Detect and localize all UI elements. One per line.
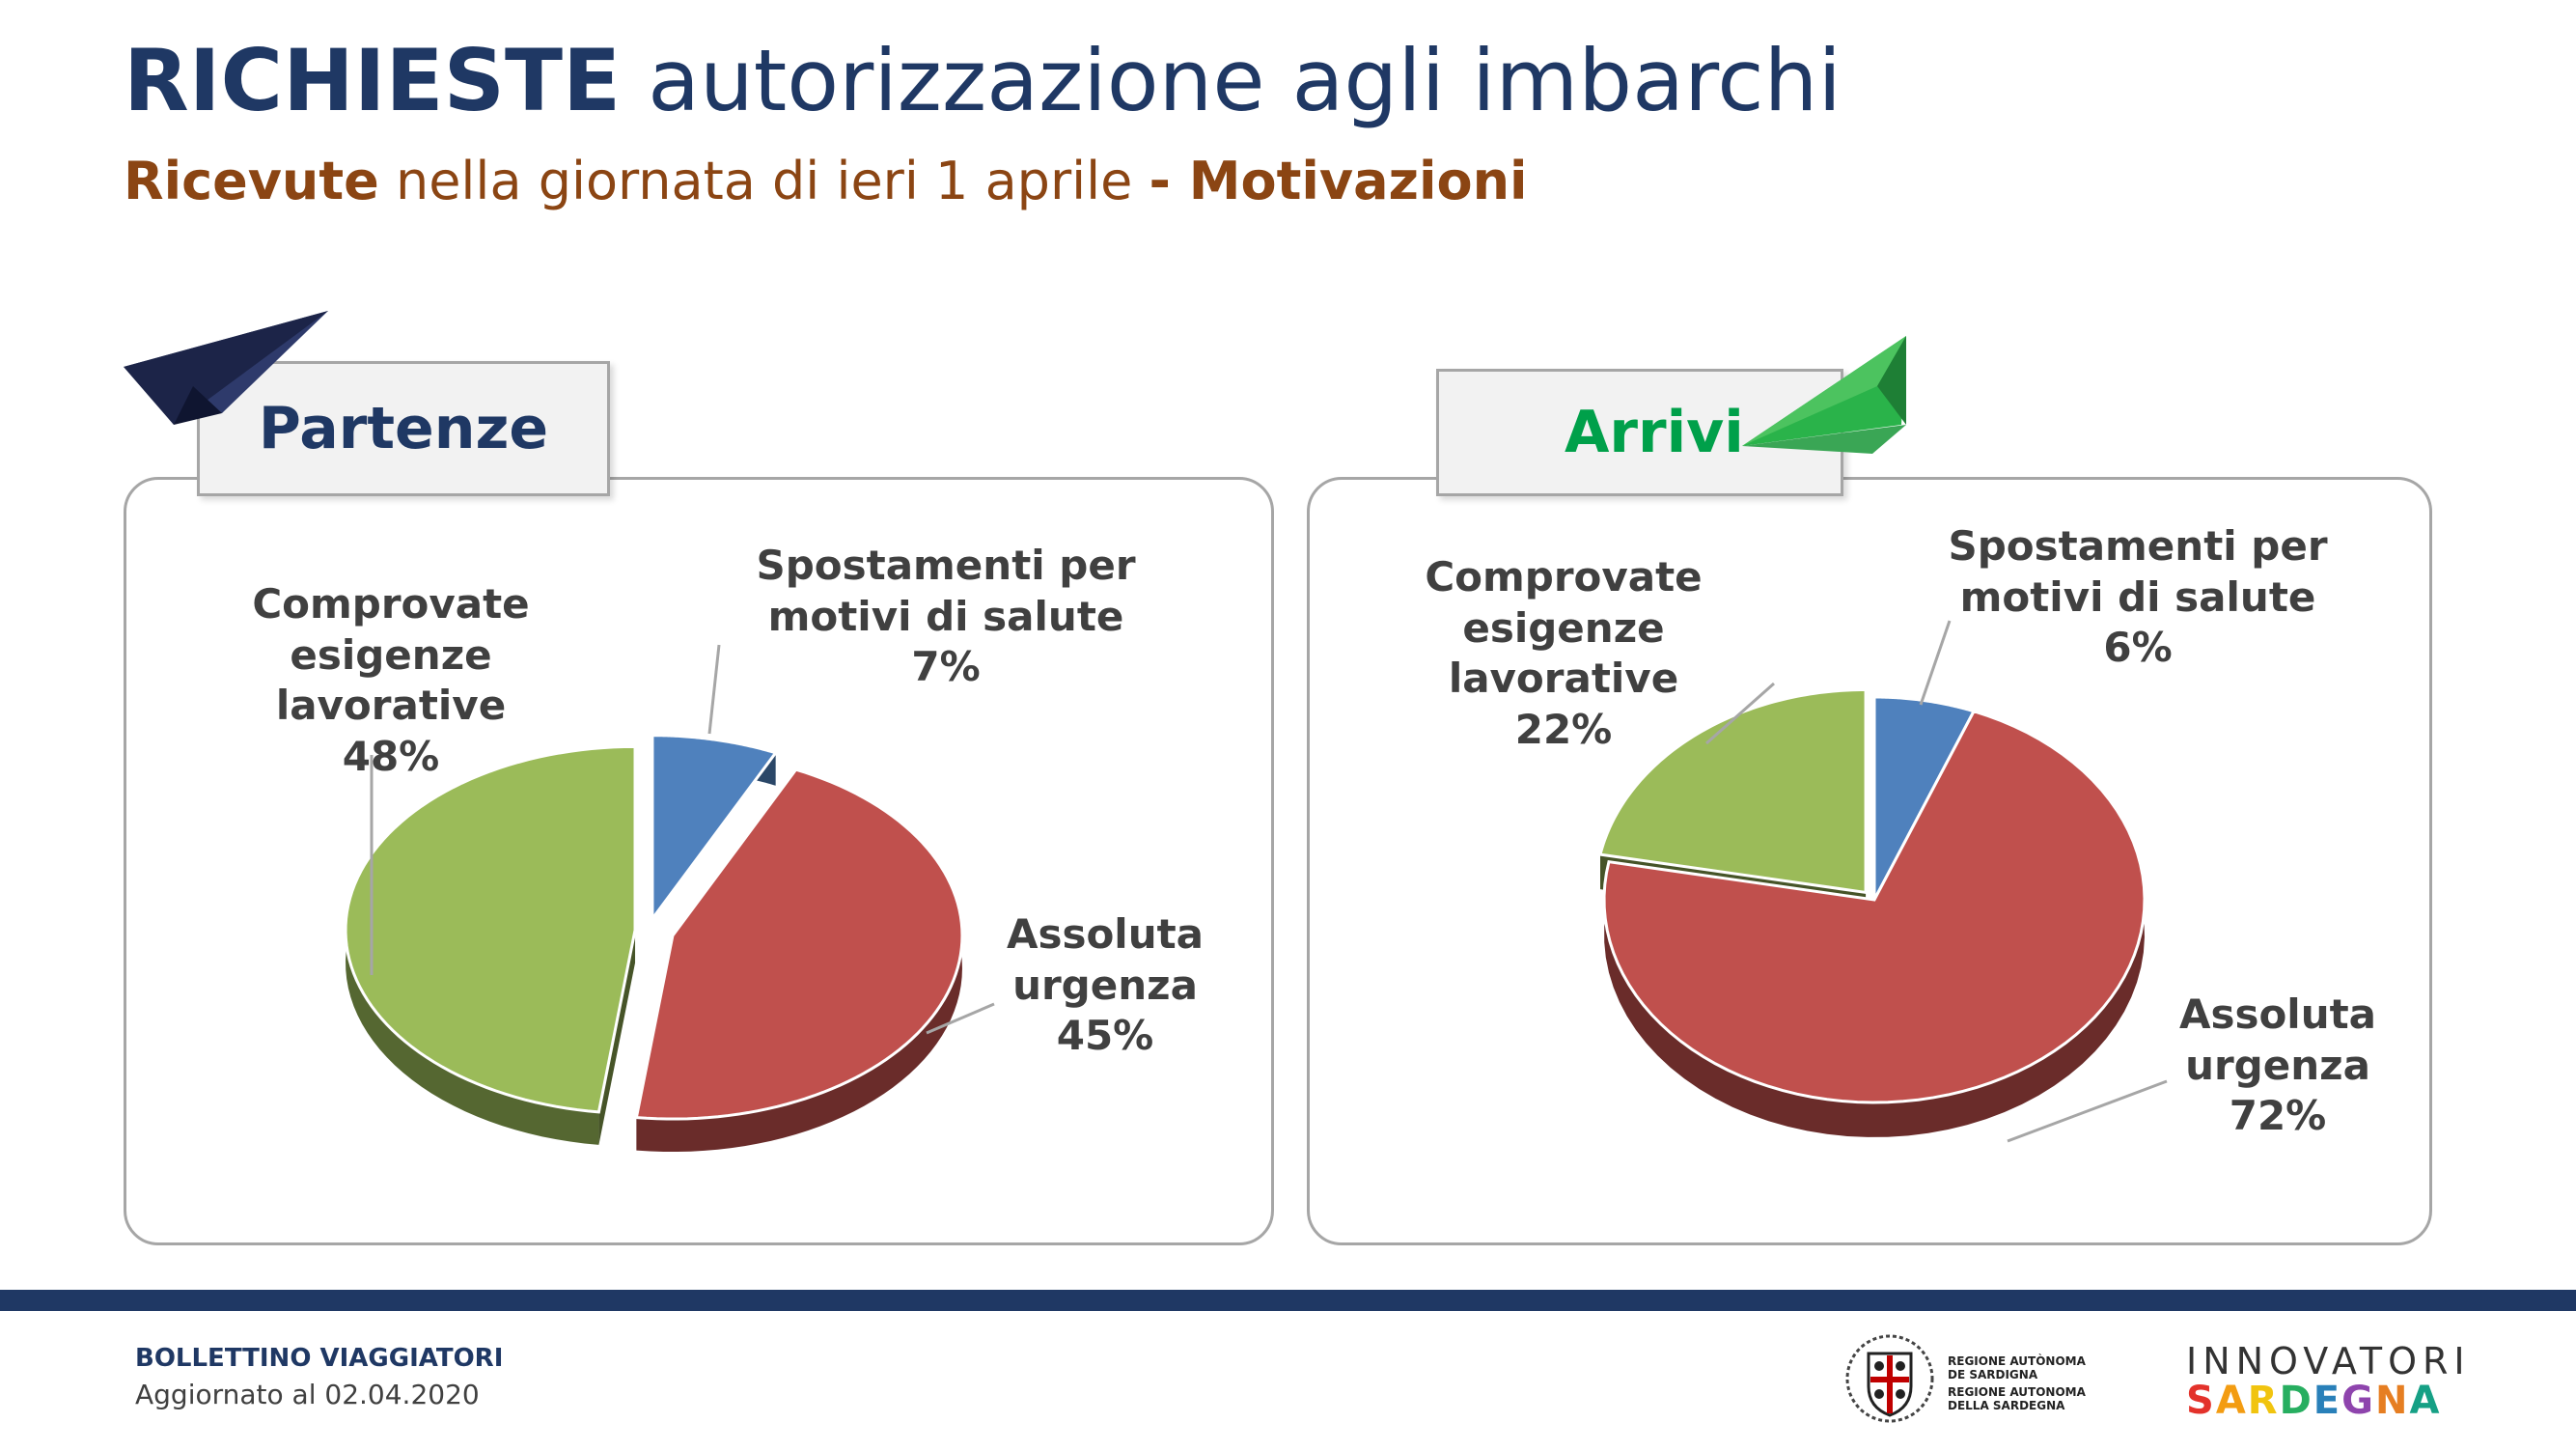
subtitle-bold-motivazioni: - Motivazioni	[1149, 151, 1528, 211]
label-line: urgenza	[1012, 961, 1198, 1009]
arrivi-slice-lavorative	[1598, 687, 1868, 895]
ras-line: REGIONE AUTONOMA	[1948, 1385, 2086, 1399]
sardegna-letter: S	[2186, 1379, 2216, 1423]
label-line: Spostamenti per	[1948, 522, 2328, 570]
title-bold: RICHIESTE	[124, 31, 622, 130]
label-line: motivi di salute	[1959, 572, 2316, 621]
coat-of-arms-icon	[1845, 1334, 1934, 1423]
partenze-slice-urgenza	[634, 767, 964, 1121]
arrivi-slice-salute	[1872, 695, 1977, 901]
label-line: esigenze lavorative	[1448, 603, 1679, 703]
partenze-leader-salute	[707, 644, 721, 735]
arrivi-leader-urgenza	[2007, 1079, 2168, 1143]
label-pct: 45%	[1056, 1012, 1154, 1059]
arrivi-slice-urgenza	[1602, 709, 2147, 1104]
label-pct: 48%	[342, 732, 440, 780]
ras-line: DELLA SARDEGNA	[1948, 1398, 2065, 1412]
title-rest: autorizzazione agli imbarchi	[648, 31, 1842, 130]
arrivi-leader-lavorative	[1705, 682, 1775, 745]
subtitle-bold-ricevute: Ricevute	[124, 151, 379, 211]
footer-updated-date: Aggiornato al 02.04.2020	[135, 1379, 480, 1410]
label-line: urgenza	[2185, 1041, 2370, 1089]
ras-line: DE SARDIGNA	[1948, 1367, 2038, 1381]
sardegna-letter: A	[2409, 1379, 2442, 1423]
partenze-slice-lavorative-edge	[598, 930, 636, 1145]
label-line: motivi di salute	[767, 592, 1124, 640]
sardegna-letter: G	[2341, 1379, 2375, 1423]
sardegna-letter: N	[2374, 1379, 2410, 1423]
ras-line: REGIONE AUTÒNOMA	[1948, 1354, 2086, 1368]
label-line: esigenze lavorative	[275, 630, 507, 730]
ras-name-italian: REGIONE AUTONOMA DELLA SARDEGNA	[1948, 1385, 2086, 1413]
subtitle-middle: nella giornata di ieri 1 aprile	[395, 151, 1133, 211]
partenze-label-lavorative: Comprovate esigenze lavorative 48%	[179, 579, 603, 782]
label-line: Comprovate	[252, 580, 530, 628]
partenze-label-urgenza: Assoluta urgenza 45%	[994, 909, 1216, 1062]
sardegna-letter: D	[2279, 1379, 2313, 1423]
arrivi-label-lavorative: Comprovate esigenze lavorative 22%	[1351, 552, 1776, 755]
arrivi-tab-label: Arrivi	[1565, 399, 1744, 466]
ras-name-sardinian: REGIONE AUTÒNOMA DE SARDIGNA	[1948, 1354, 2086, 1382]
label-pct: 72%	[2229, 1092, 2327, 1139]
sardegna-letter: E	[2313, 1379, 2342, 1423]
label-line: Assoluta	[2178, 991, 2377, 1038]
partenze-label-salute: Spostamenti per motivi di salute 7%	[743, 541, 1149, 693]
label-pct: 6%	[2103, 624, 2173, 671]
label-pct: 7%	[911, 643, 981, 690]
label-pct: 22%	[1514, 705, 1613, 753]
partenze-leader-urgenza	[926, 1002, 995, 1035]
sardegna-letter: R	[2247, 1379, 2280, 1423]
sardegna-letter: A	[2215, 1379, 2248, 1423]
regione-sardegna-logo	[1845, 1334, 1934, 1423]
partenze-slice-salute	[651, 734, 779, 924]
label-line: Spostamenti per	[756, 542, 1136, 589]
page-title: RICHIESTE autorizzazione agli imbarchi	[124, 34, 1842, 128]
label-line: Assoluta	[1006, 910, 1205, 958]
footer-bar	[0, 1290, 2576, 1311]
arrivi-label-salute: Spostamenti per motivi di salute 6%	[1935, 521, 2341, 674]
footer-title: BOLLETTINO VIAGGIATORI	[135, 1344, 504, 1373]
arrivi-label-urgenza: Assoluta urgenza 72%	[2167, 990, 2389, 1142]
sardegna-logo-text: SARDEGNA	[2186, 1379, 2441, 1423]
page-subtitle: Ricevute nella giornata di ieri 1 aprile…	[124, 153, 1528, 209]
partenze-slice-lavorative	[344, 744, 637, 1114]
label-line: Comprovate	[1425, 553, 1703, 600]
arrivi-leader-salute	[1919, 620, 1952, 706]
innovatori-logo-text: INNOVATORI	[2186, 1340, 2471, 1382]
partenze-tab: Partenze	[197, 361, 610, 496]
